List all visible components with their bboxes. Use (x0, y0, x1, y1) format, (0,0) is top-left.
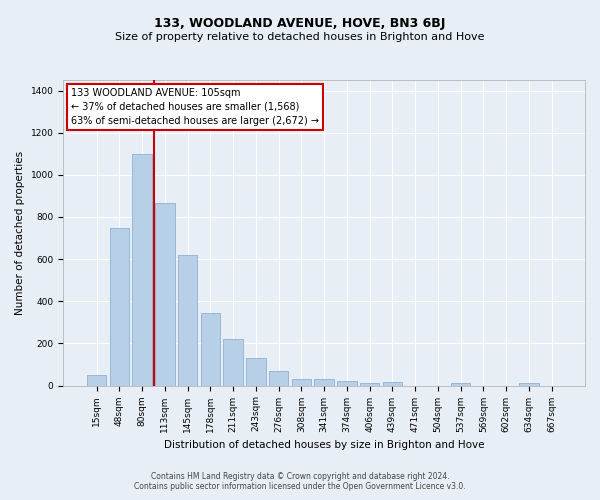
Text: 133, WOODLAND AVENUE, HOVE, BN3 6BJ: 133, WOODLAND AVENUE, HOVE, BN3 6BJ (154, 18, 446, 30)
Bar (314, 379, 334, 386)
Bar (87, 376, 106, 386)
Bar (519, 383, 539, 386)
Bar (246, 358, 266, 386)
Bar (292, 379, 311, 386)
Text: Size of property relative to detached houses in Brighton and Hove: Size of property relative to detached ho… (115, 32, 485, 42)
Text: Contains HM Land Registry data © Crown copyright and database right 2024.: Contains HM Land Registry data © Crown c… (151, 472, 449, 481)
Bar (337, 381, 356, 386)
Bar (451, 383, 470, 386)
Y-axis label: Number of detached properties: Number of detached properties (15, 150, 25, 315)
Bar (133, 154, 152, 386)
Bar (360, 383, 379, 386)
Bar (201, 314, 220, 386)
X-axis label: Distribution of detached houses by size in Brighton and Hove: Distribution of detached houses by size … (164, 440, 484, 450)
Bar (383, 382, 402, 386)
Text: 133 WOODLAND AVENUE: 105sqm
← 37% of detached houses are smaller (1,568)
63% of : 133 WOODLAND AVENUE: 105sqm ← 37% of det… (71, 88, 319, 126)
Bar (269, 372, 289, 386)
Bar (178, 255, 197, 386)
Bar (155, 203, 175, 386)
Bar (223, 339, 243, 386)
Bar (110, 228, 129, 386)
Text: Contains public sector information licensed under the Open Government Licence v3: Contains public sector information licen… (134, 482, 466, 491)
